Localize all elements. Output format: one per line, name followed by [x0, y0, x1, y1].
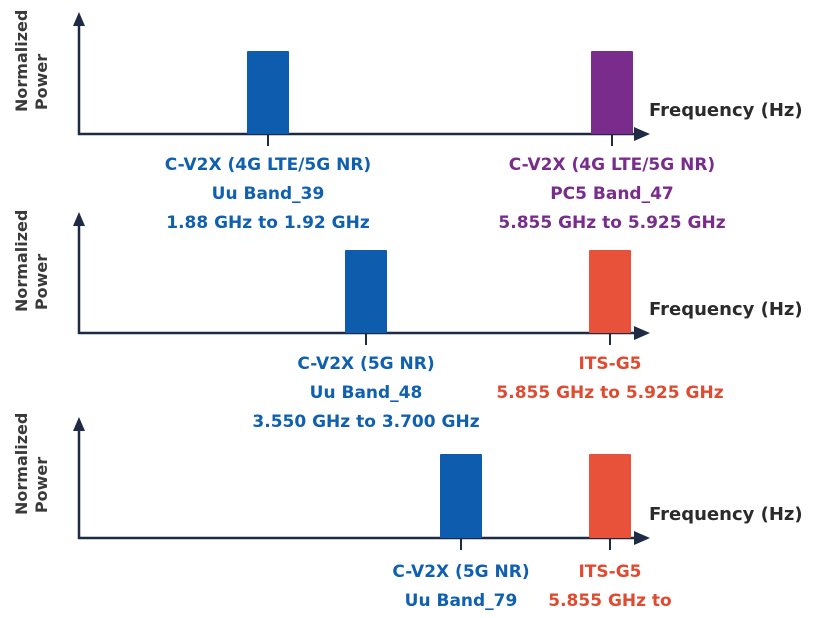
y-axis-label: Normalized Power — [12, 412, 51, 515]
band-tick-uu-39 — [267, 134, 269, 146]
band-bar-uu-39 — [247, 51, 289, 134]
x-axis-label: Frequency (Hz) — [649, 100, 803, 121]
band-tick-uu-48 — [365, 333, 367, 345]
y-axis-arrowhead — [73, 417, 85, 431]
band-bar-pc5-47 — [591, 51, 633, 134]
x-axis-arrowhead — [634, 127, 650, 141]
band-bar-its-g5 — [589, 454, 631, 538]
y-axis-label: Normalized Power — [12, 209, 51, 312]
y-axis-arrowhead — [73, 12, 85, 26]
band-label-uu-39: C-V2X (4G LTE/5G NR) Uu Band_39 1.88 GHz… — [164, 155, 372, 233]
band-bar-uu-48 — [345, 250, 387, 333]
band-label-its-g5: ITS-G5 5.855 GHz to 5.925 GHz — [496, 354, 724, 403]
band-tick-uu-79 — [460, 538, 462, 550]
x-axis-label: Frequency (Hz) — [649, 504, 803, 525]
panel-band-48-its-g5: Normalized Power Frequency (Hz) — [0, 200, 822, 400]
axes-panel-1 — [73, 12, 650, 141]
band-label-pc5-47: C-V2X (4G LTE/5G NR) PC5 Band_47 5.855 G… — [498, 155, 726, 233]
panel-band-39-47: Normalized Power Frequency (Hz) — [0, 0, 822, 200]
panel-band-79-its-g5: Normalized Power Frequency (Hz) — [0, 405, 822, 618]
x-axis-label: Frequency (Hz) — [649, 299, 803, 320]
x-axis-arrowhead — [634, 531, 650, 545]
x-axis-arrowhead — [634, 326, 650, 340]
band-tick-its-g5 — [609, 333, 611, 345]
band-tick-pc5-47 — [611, 134, 613, 146]
band-label-its-g5: ITS-G5 5.855 GHz to — [548, 562, 672, 611]
axes-panel-2 — [73, 212, 650, 340]
band-bar-uu-79 — [440, 454, 482, 538]
y-axis-label: Normalized Power — [12, 9, 51, 112]
band-label-uu-48: C-V2X (5G NR) Uu Band_48 3.550 GHz to 3.… — [252, 354, 480, 432]
band-tick-its-g5 — [609, 538, 611, 550]
y-axis-arrowhead — [73, 212, 85, 226]
axes-panel-3 — [73, 417, 650, 545]
band-label-uu-79: C-V2X (5G NR) Uu Band_79 — [392, 562, 530, 611]
band-bar-its-g5 — [589, 250, 631, 333]
